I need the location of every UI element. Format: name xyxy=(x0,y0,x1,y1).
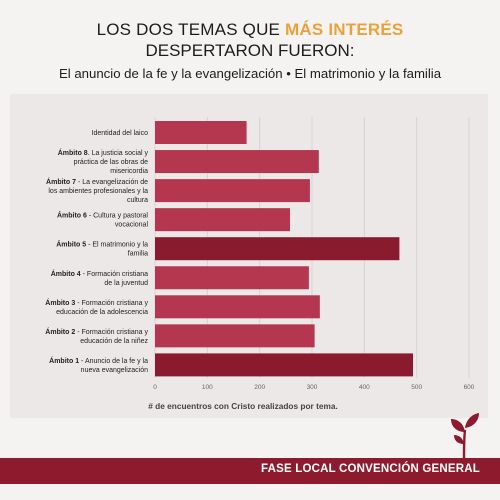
bar xyxy=(155,295,320,319)
category-label: educación de la adolescencia xyxy=(56,309,148,316)
bar xyxy=(155,179,310,203)
bar xyxy=(155,150,319,174)
x-tick-label: 100 xyxy=(202,384,213,391)
category-label: educación de la niñez xyxy=(80,338,148,345)
x-tick-label: 300 xyxy=(307,384,318,391)
bar xyxy=(155,121,247,144)
bar xyxy=(155,266,309,290)
category-label: vocacional xyxy=(115,222,149,229)
page-subtitle: El anuncio de la fe y la evangelización … xyxy=(58,66,442,81)
bar xyxy=(155,237,400,261)
category-label: Ámbito 7 - La evangelización de xyxy=(46,177,148,186)
title-highlight: MÁS INTERÉS xyxy=(285,20,404,39)
category-label: Ámbito 3 - Formación cristiana y xyxy=(45,298,148,307)
page-title-line2: DESPERTARON FUERON: xyxy=(145,41,355,60)
bar xyxy=(155,353,414,377)
category-label: Ámbito 2 - Formación cristiana y xyxy=(45,327,148,336)
page-title: LOS DOS TEMAS QUE MÁS INTERÉS xyxy=(0,20,500,40)
category-label: Ámbito 4 - Formación cristiana xyxy=(51,269,148,278)
x-tick-label: 500 xyxy=(411,384,422,391)
x-tick-label: 0 xyxy=(153,384,157,391)
category-label: Ámbito 5 - El matrimonio y la xyxy=(56,240,148,249)
category-label: Ámbito 6 - Cultura y pastoral xyxy=(57,211,148,220)
category-label: cultura xyxy=(127,197,148,204)
category-label: Ámbito 8. La justicia social y xyxy=(58,148,149,157)
footer-bar xyxy=(0,458,500,484)
x-tick-label: 400 xyxy=(359,384,370,391)
bar xyxy=(155,208,291,232)
category-label: práctica de las obras de xyxy=(74,159,148,166)
category-label: Ámbito 1 - Anuncio de la fe y la xyxy=(49,356,148,365)
title-part1: LOS DOS TEMAS QUE xyxy=(96,20,286,39)
category-label: de la juventud xyxy=(104,280,148,287)
sprout-logo xyxy=(451,413,479,459)
x-tick-label: 200 xyxy=(254,384,265,391)
category-label: nueva evangelización xyxy=(81,367,148,374)
category-label: Identidad del laico xyxy=(92,130,149,137)
x-tick-label: 600 xyxy=(464,384,475,391)
bar xyxy=(155,324,315,348)
x-axis-label: # de encuentros con Cristo realizados po… xyxy=(148,401,338,411)
category-label: familia xyxy=(128,251,148,258)
footer-label: FASE LOCAL CONVENCIÓN GENERAL xyxy=(261,463,480,475)
category-label: misericordia xyxy=(110,168,148,175)
category-label: los ambientes profesionales y la xyxy=(48,188,148,195)
